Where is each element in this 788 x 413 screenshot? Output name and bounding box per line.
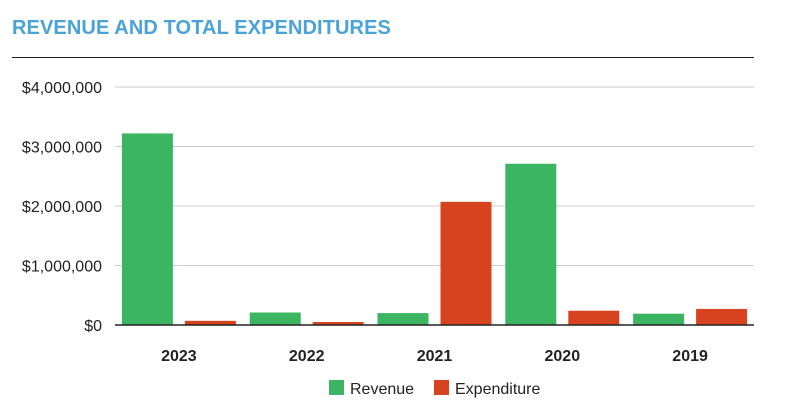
bar-revenue-2021 [377, 313, 429, 325]
y-axis-labels: $0 $1,000,000 $2,000,000 $3,000,000 $4,000,0… [22, 80, 102, 335]
gridlines [115, 86, 754, 266]
legend: Revenue Expenditure [329, 380, 540, 398]
bar-expenditure-2023 [184, 320, 236, 325]
x-tick-label: 2022 [289, 348, 325, 365]
y-tick-label: $4,000,000 [22, 80, 102, 97]
legend-label-revenue: Revenue [350, 381, 414, 398]
bar-revenue-2020 [505, 163, 557, 325]
bar-revenue-2022 [249, 312, 301, 325]
x-axis-labels: 2023 2022 2021 2020 2019 [161, 348, 708, 365]
bar-expenditure-2020 [568, 310, 620, 325]
legend-label-expenditure: Expenditure [455, 381, 540, 398]
title-rule [12, 57, 754, 58]
y-tick-label: $1,000,000 [22, 259, 102, 276]
legend-swatch-expenditure [434, 380, 449, 395]
chart-title: REVENUE AND TOTAL EXPENDITURES [12, 17, 391, 39]
y-tick-label: $3,000,000 [22, 140, 102, 157]
legend-swatch-revenue [329, 380, 344, 395]
bar-expenditure-2022 [312, 322, 364, 325]
x-tick-label: 2020 [545, 348, 581, 365]
bar-expenditure-2021 [440, 201, 492, 325]
bar-revenue-2019 [633, 313, 685, 325]
x-tick-label: 2019 [672, 348, 708, 365]
x-tick-label: 2021 [417, 348, 453, 365]
y-tick-label: $0 [84, 318, 102, 335]
bar-expenditure-2019 [696, 308, 748, 325]
x-tick-label: 2023 [161, 348, 197, 365]
bar-revenue-2023 [121, 133, 173, 325]
y-tick-label: $2,000,000 [22, 199, 102, 216]
bars [121, 133, 748, 325]
